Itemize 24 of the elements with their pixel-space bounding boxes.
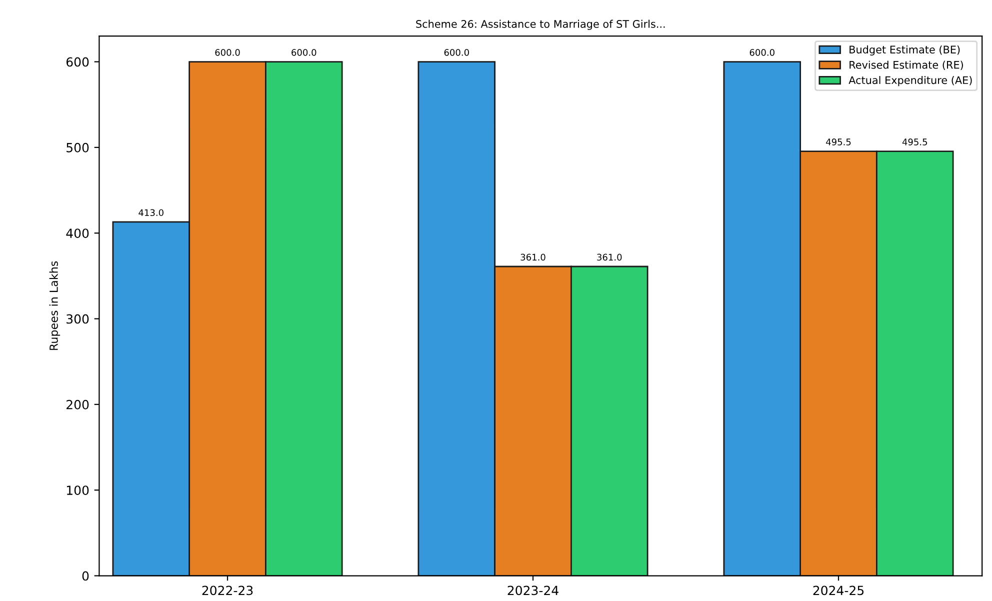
y-tick-label: 600	[66, 57, 89, 67]
data-label: 495.5	[826, 138, 851, 146]
x-tick-label: 2022-23	[202, 586, 253, 596]
data-label: 600.0	[444, 49, 469, 56]
data-label: 495.5	[902, 138, 928, 146]
data-label: 600.0	[750, 49, 774, 56]
y-tick-label: 500	[66, 142, 89, 152]
legend-label: Budget Estimate (BE)	[850, 45, 960, 56]
x-tick-label: 2023-24	[508, 586, 558, 596]
data-label: 600.0	[292, 49, 316, 56]
data-label: 361.0	[520, 254, 546, 261]
x-tick-label: 2024-25	[813, 586, 864, 596]
data-label: 600.0	[215, 49, 240, 56]
y-tick-label: 400	[66, 228, 89, 238]
data-label: 361.0	[597, 254, 622, 261]
data-label: 413.0	[138, 209, 164, 216]
y-tick-label: 300	[66, 314, 89, 324]
y-tick-label: 0	[82, 571, 89, 581]
chart-title: Scheme 26: Assistance to Marriage of ST Girls...	[416, 20, 665, 30]
legend-label: Actual Expenditure (AE)	[848, 76, 972, 86]
y-tick-label: 200	[66, 400, 89, 410]
y-tick-label: 100	[66, 486, 89, 496]
legend-label: Revised Estimate (RE)	[850, 60, 963, 70]
y-axis-title: Rupees in Lakhs	[49, 261, 60, 350]
